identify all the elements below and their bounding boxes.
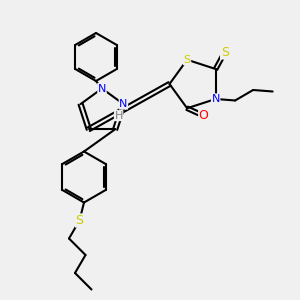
Text: N: N [98, 83, 106, 94]
Text: N: N [212, 94, 220, 104]
Text: S: S [76, 214, 83, 227]
Text: S: S [184, 55, 191, 65]
Text: N: N [119, 99, 128, 109]
Text: H: H [114, 111, 123, 121]
Text: S: S [220, 46, 229, 59]
Text: O: O [199, 109, 208, 122]
